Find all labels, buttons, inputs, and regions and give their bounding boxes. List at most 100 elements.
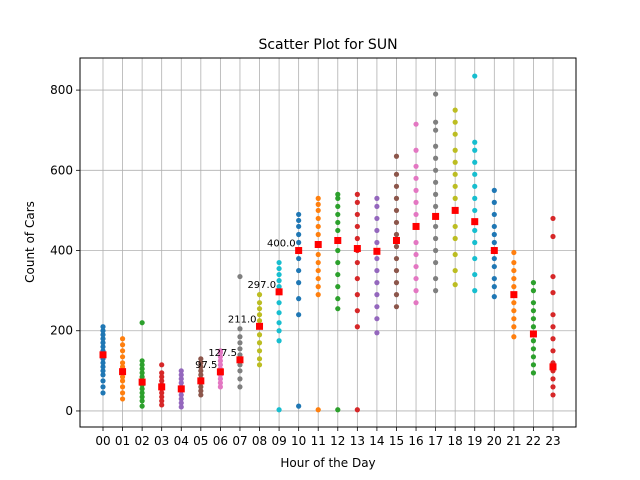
data-point <box>315 251 321 258</box>
median-marker <box>99 351 107 359</box>
data-point <box>276 265 282 272</box>
data-point <box>354 199 360 205</box>
data-point <box>472 159 478 165</box>
median-marker <box>373 247 381 255</box>
data-point <box>315 231 321 238</box>
data-point <box>119 360 126 366</box>
data-point <box>393 207 400 214</box>
data-point <box>354 259 360 266</box>
data-point <box>511 259 517 266</box>
data-point <box>217 362 223 368</box>
data-point <box>550 290 556 296</box>
data-point <box>550 384 556 390</box>
data-point <box>100 378 106 384</box>
series-16 <box>413 121 419 306</box>
median-marker <box>138 378 146 386</box>
data-point <box>315 275 321 282</box>
data-point <box>276 338 282 344</box>
data-point <box>100 372 106 378</box>
data-point <box>335 211 341 218</box>
median-marker <box>392 236 400 244</box>
data-point <box>511 334 517 340</box>
data-point <box>100 332 106 338</box>
data-point <box>237 362 243 368</box>
series-18 <box>452 107 458 288</box>
data-point <box>472 171 478 177</box>
median-annotation: 297.0 <box>247 280 276 291</box>
data-point <box>178 392 184 398</box>
data-point <box>452 235 458 242</box>
data-point <box>374 195 380 201</box>
data-point <box>335 296 341 302</box>
data-point <box>433 288 439 294</box>
data-point <box>433 119 439 125</box>
data-point <box>139 370 145 376</box>
data-point <box>119 364 126 370</box>
data-point <box>550 392 556 398</box>
data-point <box>472 195 478 201</box>
data-point <box>452 251 458 258</box>
data-point <box>491 255 497 262</box>
data-point <box>237 346 243 352</box>
data-point <box>335 259 341 266</box>
data-point <box>472 288 478 294</box>
grid-lines <box>80 58 576 427</box>
data-point <box>100 364 106 370</box>
data-point <box>217 358 223 364</box>
data-point <box>198 360 204 366</box>
data-point <box>374 292 380 298</box>
data-point <box>393 292 400 298</box>
data-point <box>237 376 243 382</box>
data-point <box>335 227 341 234</box>
x-tick-label: 20 <box>487 434 502 448</box>
data-point <box>276 300 282 306</box>
y-tick-label: 400 <box>50 244 73 258</box>
data-point <box>100 336 106 342</box>
data-point <box>472 239 478 246</box>
data-point <box>276 271 282 278</box>
x-tick-label: 13 <box>350 434 365 448</box>
data-point <box>315 267 321 274</box>
median-marker <box>510 291 518 299</box>
x-axis-label: Hour of the Day <box>280 456 375 470</box>
x-tick-label: 03 <box>154 434 169 448</box>
data-point <box>276 328 282 334</box>
median-marker <box>256 322 264 330</box>
data-point <box>256 318 263 324</box>
data-point <box>472 227 478 234</box>
data-point <box>178 368 184 374</box>
data-point <box>393 255 400 262</box>
data-point <box>472 183 478 189</box>
series-20 <box>491 187 497 300</box>
data-point <box>550 273 556 280</box>
median-marker <box>471 218 479 226</box>
data-point <box>296 231 302 238</box>
data-point <box>237 273 243 280</box>
x-tick-label: 17 <box>428 434 443 448</box>
x-ticks: 00 01 02 03 04 05 06 07 08 09 10 11 12 13 14 15 16 17 18 19… <box>95 427 561 448</box>
series-08 <box>256 292 263 368</box>
data-point <box>100 340 106 346</box>
data-point <box>335 191 341 197</box>
data-point <box>550 324 556 330</box>
data-point <box>530 338 537 344</box>
data-point <box>256 306 263 312</box>
data-point <box>159 378 165 384</box>
data-point <box>178 404 184 410</box>
data-point <box>119 378 126 384</box>
data-point <box>178 396 184 402</box>
data-point <box>491 284 497 290</box>
data-point <box>217 354 223 360</box>
data-point <box>452 171 458 177</box>
data-point <box>159 374 165 380</box>
data-point <box>413 288 419 294</box>
data-point <box>491 211 497 218</box>
data-point <box>393 171 400 177</box>
data-point <box>550 215 556 222</box>
data-point <box>335 195 341 201</box>
data-point <box>237 384 243 390</box>
x-tick-label: 23 <box>545 434 560 448</box>
data-point <box>550 336 556 342</box>
x-tick-label: 06 <box>213 434 228 448</box>
